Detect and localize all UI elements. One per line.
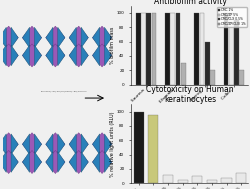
Polygon shape	[81, 152, 88, 172]
Bar	[135, 13, 140, 85]
Polygon shape	[22, 150, 42, 174]
Polygon shape	[22, 44, 42, 67]
Polygon shape	[46, 44, 65, 67]
Polygon shape	[22, 134, 30, 155]
Polygon shape	[92, 44, 111, 67]
Polygon shape	[69, 150, 88, 174]
Polygon shape	[34, 27, 42, 48]
Polygon shape	[0, 133, 18, 156]
Polygon shape	[0, 45, 6, 66]
Bar	[180, 63, 185, 85]
Polygon shape	[92, 26, 111, 49]
Y-axis label: % biofilm mass: % biofilm mass	[110, 26, 115, 64]
Polygon shape	[69, 44, 88, 67]
Polygon shape	[92, 152, 99, 172]
Polygon shape	[92, 45, 99, 66]
Bar	[192, 176, 202, 183]
Polygon shape	[69, 27, 76, 48]
Title: Antibiofilm activity: Antibiofilm activity	[153, 0, 226, 6]
Polygon shape	[69, 152, 76, 172]
Polygon shape	[81, 134, 88, 155]
Bar	[194, 13, 198, 85]
Bar	[206, 180, 216, 183]
Polygon shape	[0, 150, 18, 174]
Polygon shape	[0, 152, 6, 172]
Bar	[228, 13, 233, 85]
Polygon shape	[22, 152, 30, 172]
Bar	[133, 112, 143, 183]
Bar	[146, 13, 150, 85]
Polygon shape	[11, 27, 18, 48]
Polygon shape	[11, 134, 18, 155]
Polygon shape	[22, 27, 30, 48]
Bar	[238, 70, 243, 85]
Bar	[140, 13, 145, 85]
Polygon shape	[104, 27, 111, 48]
Polygon shape	[11, 45, 18, 66]
Bar	[233, 20, 238, 85]
Polygon shape	[0, 26, 18, 49]
Polygon shape	[46, 150, 65, 174]
Bar	[170, 13, 174, 85]
Polygon shape	[34, 45, 42, 66]
Polygon shape	[104, 134, 111, 155]
Polygon shape	[22, 133, 42, 156]
Polygon shape	[81, 45, 88, 66]
Polygon shape	[46, 27, 53, 48]
Polygon shape	[58, 45, 65, 66]
Bar	[177, 180, 187, 183]
Polygon shape	[58, 152, 65, 172]
Polygon shape	[46, 45, 53, 66]
Polygon shape	[34, 134, 42, 155]
Polygon shape	[58, 27, 65, 48]
Polygon shape	[58, 134, 65, 155]
Polygon shape	[46, 134, 53, 155]
Bar	[162, 175, 172, 183]
Bar	[223, 13, 228, 85]
Bar	[148, 115, 158, 183]
Polygon shape	[46, 133, 65, 156]
Bar	[235, 173, 245, 183]
Polygon shape	[104, 152, 111, 172]
Polygon shape	[104, 45, 111, 66]
Polygon shape	[34, 152, 42, 172]
Polygon shape	[69, 133, 88, 156]
Bar	[164, 13, 169, 85]
Bar	[220, 178, 231, 183]
Text: Cl-Ph-NH-C(=NH)-NH-(CH₂)₆-NH-C(=NH)-NH-Ph-Cl: Cl-Ph-NH-C(=NH)-NH-(CH₂)₆-NH-C(=NH)-NH-P…	[40, 90, 87, 92]
Polygon shape	[92, 133, 111, 156]
Y-axis label: % relative light units (RLU): % relative light units (RLU)	[110, 111, 115, 177]
Bar	[209, 70, 214, 85]
Bar	[204, 42, 209, 85]
Bar	[151, 13, 156, 85]
Polygon shape	[46, 152, 53, 172]
Polygon shape	[11, 152, 18, 172]
Polygon shape	[0, 27, 6, 48]
Polygon shape	[46, 26, 65, 49]
Polygon shape	[0, 44, 18, 67]
Polygon shape	[92, 27, 99, 48]
Polygon shape	[81, 27, 88, 48]
Title: Cytotoxicity on Human
keratinocytes: Cytotoxicity on Human keratinocytes	[146, 85, 233, 104]
Polygon shape	[92, 150, 111, 174]
Polygon shape	[92, 134, 99, 155]
Polygon shape	[0, 134, 6, 155]
Bar	[199, 13, 203, 85]
Polygon shape	[69, 134, 76, 155]
Bar	[175, 13, 180, 85]
Polygon shape	[22, 45, 30, 66]
Polygon shape	[69, 45, 76, 66]
Polygon shape	[69, 26, 88, 49]
Legend: CMC 1%, CMC/ZP 5%, CMC/CLX 0.5%, CMC/ZP(CLX) 1%: CMC 1%, CMC/ZP 5%, CMC/CLX 0.5%, CMC/ZP(…	[216, 7, 246, 27]
Polygon shape	[22, 26, 42, 49]
